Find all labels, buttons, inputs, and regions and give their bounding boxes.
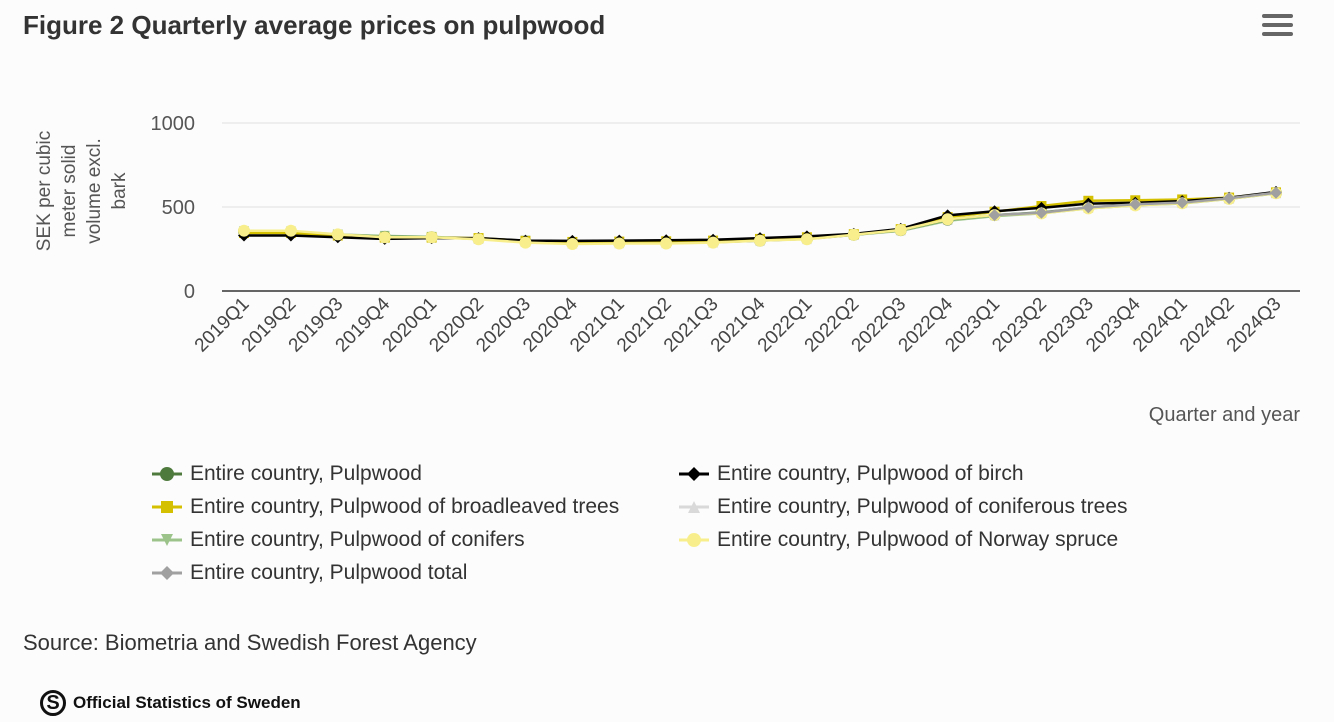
chart-title: Figure 2 Quarterly average prices on pul…	[23, 10, 606, 40]
logo-text: Official Statistics of Sweden	[73, 693, 301, 712]
source-note: Source: Biometria and Swedish Forest Age…	[23, 630, 477, 655]
legend-item[interactable]: Entire country, Pulpwood of birch	[679, 462, 1024, 486]
legend-item[interactable]: Entire country, Pulpwood	[152, 462, 422, 486]
data-point	[1270, 186, 1282, 199]
data-point	[378, 231, 391, 244]
data-point	[331, 228, 344, 241]
data-point	[988, 209, 1001, 222]
triangle-marker-icon	[679, 501, 709, 513]
data-point	[707, 236, 720, 249]
triangle-down-marker-icon	[152, 534, 182, 546]
data-point	[1223, 192, 1236, 205]
legend-label: Entire country, Pulpwood of coniferous t…	[717, 495, 1128, 518]
legend-item[interactable]: Entire country, Pulpwood of conifers	[152, 528, 525, 552]
legend-label: Entire country, Pulpwood of birch	[717, 462, 1024, 485]
legend-label: Entire country, Pulpwood total	[190, 561, 468, 584]
legend-label: Entire country, Pulpwood of conifers	[190, 528, 525, 551]
square-marker-icon	[152, 501, 182, 513]
legend-label: Entire country, Pulpwood of Norway spruc…	[717, 528, 1119, 551]
y-tick-label: 1000	[151, 113, 196, 135]
data-point	[519, 236, 532, 249]
data-point	[800, 233, 813, 246]
data-point	[1082, 201, 1095, 214]
data-point	[754, 234, 766, 247]
series-5	[238, 187, 1282, 250]
diamond-marker-icon	[152, 566, 182, 580]
sos-logo-icon: S	[40, 690, 66, 716]
data-point	[1035, 206, 1048, 219]
legend-label: Entire country, Pulpwood	[190, 462, 422, 485]
data-point	[472, 233, 485, 246]
data-point	[1129, 198, 1142, 211]
data-point	[941, 213, 954, 226]
legend-item[interactable]: Entire country, Pulpwood of Norway spruc…	[679, 528, 1118, 552]
diamond-marker-icon	[679, 467, 709, 481]
data-point	[284, 224, 297, 237]
x-axis-label: Quarter and year	[1149, 404, 1301, 426]
y-axis-label: SEK per cubic meter solid volume excl. bark	[34, 131, 130, 251]
data-point	[1176, 196, 1189, 209]
hamburger-menu-icon[interactable]	[1262, 14, 1293, 40]
line-chart: 0 500 1000 SEK per cubic meter solid volume e…	[34, 113, 1301, 426]
circle-marker-icon	[679, 533, 709, 547]
data-point	[425, 231, 438, 244]
data-point	[238, 224, 250, 237]
legend-item[interactable]: Entire country, Pulpwood of coniferous t…	[679, 495, 1128, 519]
data-point	[847, 228, 860, 241]
y-tick-label: 500	[162, 197, 195, 219]
data-point	[660, 237, 673, 250]
legend-label: Entire country, Pulpwood of broadleaved …	[190, 495, 620, 518]
legend-item[interactable]: Entire country, Pulpwood of broadleaved …	[152, 495, 619, 519]
data-point	[894, 224, 907, 237]
y-tick-label: 0	[184, 281, 195, 303]
legend-item[interactable]: Entire country, Pulpwood total	[152, 561, 467, 585]
circle-marker-icon	[152, 467, 182, 481]
data-point	[566, 237, 579, 250]
series-6	[988, 186, 1282, 222]
data-point	[613, 237, 626, 250]
official-statistics-logo: S Official Statistics of Sweden	[40, 690, 301, 716]
